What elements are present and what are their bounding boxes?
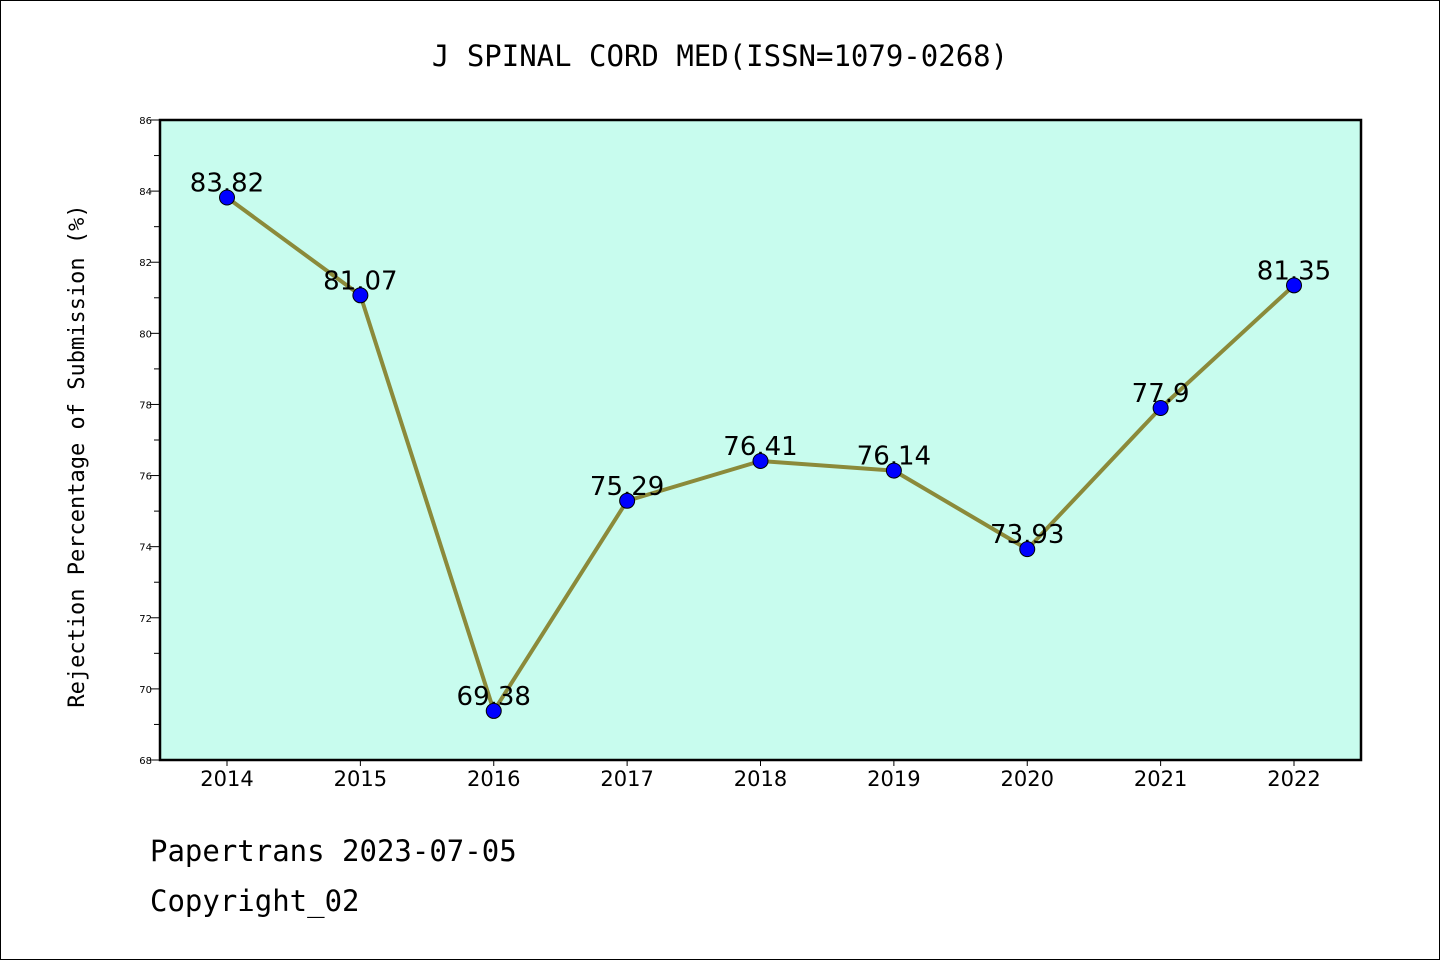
y-tick-label: 78 xyxy=(139,400,152,411)
x-tick-label: 2018 xyxy=(734,767,787,791)
x-tick-label: 2017 xyxy=(600,767,653,791)
y-axis-label: Rejection Percentage of Submission (%) xyxy=(65,204,90,707)
x-tick-label: 2016 xyxy=(467,767,520,791)
x-tick-label: 2015 xyxy=(334,767,387,791)
plot-border xyxy=(158,118,1363,762)
y-tick-label: 80 xyxy=(139,329,152,340)
y-tick-label: 86 xyxy=(139,116,152,127)
x-tick-label: 2019 xyxy=(867,767,920,791)
footer-copyright: Copyright_02 xyxy=(150,884,360,918)
y-tick-label: 82 xyxy=(139,258,152,269)
data-point xyxy=(485,702,502,719)
y-tick-label: 70 xyxy=(139,685,152,696)
y-tick-label: 72 xyxy=(139,614,152,625)
y-tick-label: 68 xyxy=(139,756,152,767)
x-tick-label: 2020 xyxy=(1001,767,1054,791)
data-point xyxy=(219,189,235,206)
y-tick-label: 76 xyxy=(139,472,152,483)
footer-source: Papertrans 2023-07-05 xyxy=(150,834,517,868)
data-point xyxy=(1286,277,1302,294)
data-point xyxy=(619,492,636,509)
plot-area xyxy=(160,120,1361,760)
data-point xyxy=(1152,400,1169,416)
data-point xyxy=(1019,541,1036,558)
chart-title: J SPINAL CORD MED(ISSN=1079-0268) xyxy=(432,39,1008,73)
y-tick-label: 74 xyxy=(139,543,152,554)
data-point xyxy=(752,452,769,469)
x-tick-label: 2022 xyxy=(1267,767,1320,791)
data-point xyxy=(352,287,369,304)
y-tick-label: 84 xyxy=(139,187,152,198)
x-tick-label: 2021 xyxy=(1134,767,1187,791)
data-point xyxy=(885,462,902,479)
x-tick-label: 2014 xyxy=(200,767,253,791)
